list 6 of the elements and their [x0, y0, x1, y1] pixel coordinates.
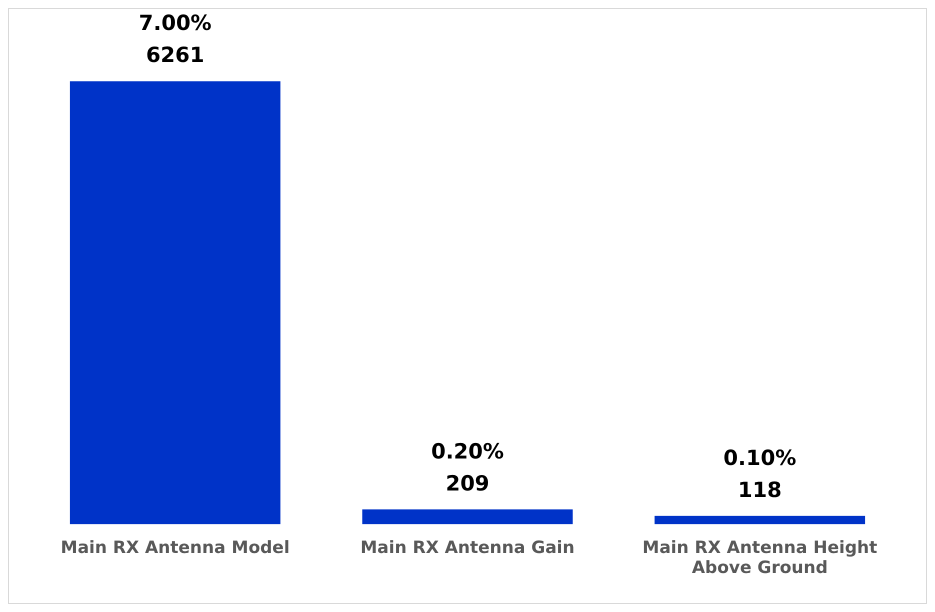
x-tick-label: Main RX Antenna Gain	[360, 538, 575, 558]
data-label: 0.10% 118	[723, 446, 796, 502]
x-tick-label: Main RX Antenna Model	[60, 538, 290, 558]
data-label: 7.00% 6261	[138, 11, 212, 68]
data-label: 0.20% 209	[431, 439, 504, 496]
x-tick-label: Main RX Antenna Height Above Ground	[642, 538, 878, 578]
